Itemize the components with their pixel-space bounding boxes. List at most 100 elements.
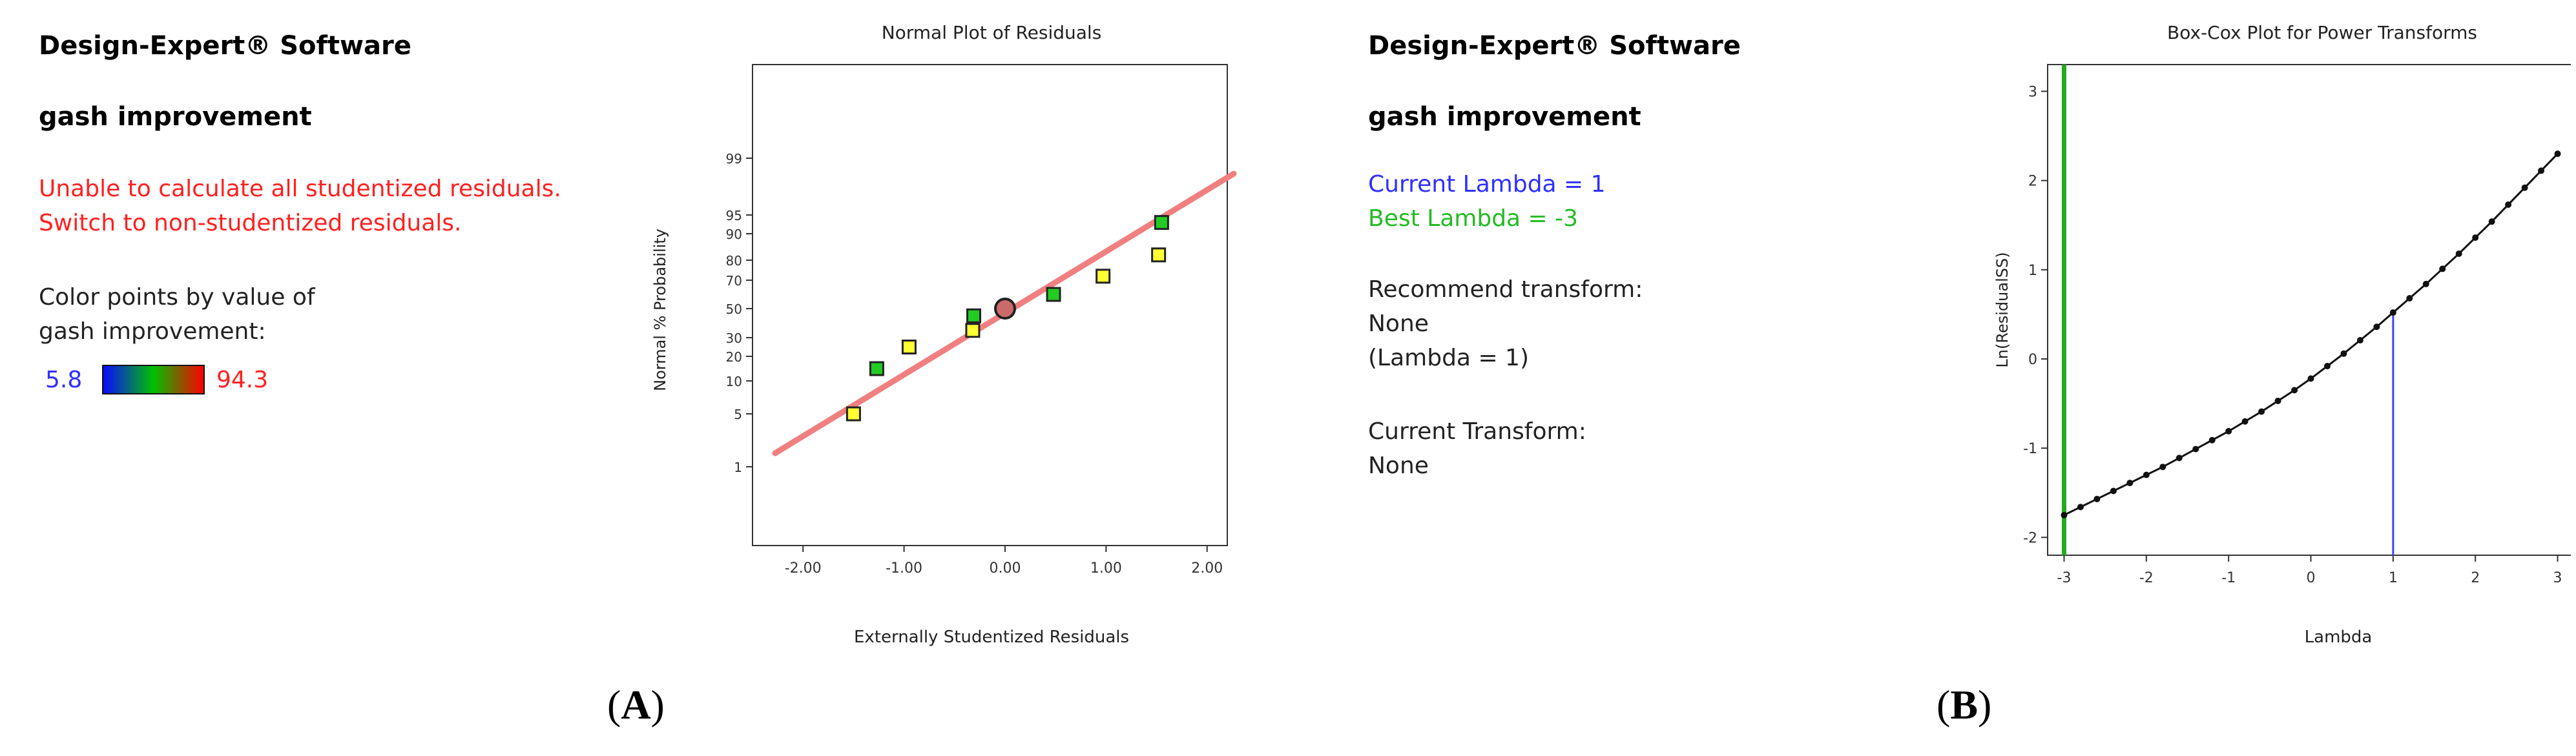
recommend-lambda: (Lambda = 1) <box>1368 345 1529 371</box>
y-tick-label: 0 <box>2028 352 2037 368</box>
boxcox-point <box>2159 464 2166 471</box>
boxcox-point <box>2455 250 2462 257</box>
boxcox-plot: Box-Cox Plot for Power Transforms -3 -2 -1… <box>1989 13 2575 652</box>
x-tick-label: 2.00 <box>1191 560 1223 577</box>
y-tick-label: -1 <box>2023 441 2037 457</box>
x-tick-label: -3 <box>2057 570 2072 586</box>
residual-point <box>966 308 981 323</box>
y-tick-label: 99 <box>726 151 742 167</box>
color-label-line-1: Color points by value of <box>39 284 315 311</box>
y-tick-label: 3 <box>2028 84 2037 100</box>
y-tick-label: 30 <box>726 331 742 346</box>
boxcox-plot-title: Box-Cox Plot for Power Transforms <box>2167 22 2477 43</box>
boxcox-point <box>2143 471 2150 478</box>
x-tick-label: 1 <box>2389 570 2398 586</box>
boxcox-plot-frame <box>2047 64 2575 556</box>
boxcox-point <box>2373 323 2380 331</box>
caption-a: (A) <box>607 682 665 728</box>
x-tick-label: -2 <box>2139 570 2154 586</box>
boxcox-point <box>2225 427 2232 434</box>
y-tick-label: 70 <box>726 273 742 289</box>
x-tick-label: -1 <box>2221 570 2236 586</box>
boxcox-point <box>2307 375 2314 382</box>
boxcox-point <box>2521 184 2528 191</box>
response-name-left: gash improvement <box>39 102 312 132</box>
boxcox-point <box>2472 234 2479 241</box>
residual-point <box>993 298 1016 320</box>
y-tick-label: 90 <box>726 227 742 242</box>
boxcox-point <box>2258 408 2265 415</box>
best-lambda-text: Best Lambda = -3 <box>1368 205 1579 232</box>
boxcox-point <box>2126 480 2134 487</box>
normal-plot-frame <box>752 64 1228 546</box>
y-tick-label: 2 <box>2028 174 2037 190</box>
recommend-value: None <box>1368 311 1429 337</box>
current-lambda-text: Current Lambda = 1 <box>1368 171 1606 198</box>
color-scale-bar <box>102 365 205 394</box>
boxcox-point <box>2488 218 2495 225</box>
boxcox-point <box>2176 455 2183 462</box>
current-transform-label: Current Transform: <box>1368 418 1586 445</box>
x-tick-label: 2 <box>2471 570 2480 586</box>
x-tick-label: 0.00 <box>989 560 1021 577</box>
boxcox-point <box>2422 280 2429 287</box>
color-scale-min: 5.8 <box>45 367 83 393</box>
boxcox-plot-svg: Box-Cox Plot for Power Transforms -3 -2 -1… <box>1993 22 2575 647</box>
y-tick-label: 20 <box>726 349 742 365</box>
recommend-label: Recommend transform: <box>1368 276 1643 303</box>
boxcox-point <box>2077 504 2084 511</box>
boxcox-point <box>2538 167 2545 174</box>
warning-line-2: Switch to non-studentized residuals. <box>39 210 462 236</box>
residual-point <box>869 361 884 376</box>
current-transform-value: None <box>1368 453 1429 479</box>
x-tick-label: 3 <box>2553 570 2562 586</box>
x-tick-label: -1.00 <box>886 560 922 577</box>
residual-point <box>846 406 861 422</box>
residual-point <box>965 323 981 338</box>
boxcox-point <box>2291 387 2298 394</box>
normal-plot-ylabel: Normal % Probability <box>651 229 669 391</box>
x-tick-label: 0 <box>2307 570 2316 586</box>
boxcox-point <box>2241 418 2249 425</box>
boxcox-plot-ylabel: Ln(ResidualSS) <box>1993 252 2011 367</box>
normal-plot: Normal Plot of Residuals -2.00 -1.00 0.00 1… <box>633 13 1240 652</box>
x-tick-label: -2.00 <box>785 560 822 577</box>
boxcox-point <box>2554 150 2561 158</box>
normal-plot-svg: Normal Plot of Residuals -2.00 -1.00 0.00 1… <box>651 22 1237 647</box>
response-name-right: gash improvement <box>1368 102 1641 132</box>
software-title-left: Design-Expert® Software <box>39 31 411 61</box>
y-tick-label: 80 <box>726 253 742 269</box>
normal-plot-title: Normal Plot of Residuals <box>882 22 1102 43</box>
y-tick-label: 1 <box>734 460 742 475</box>
boxcox-point <box>2505 201 2512 208</box>
boxcox-point <box>2274 397 2281 404</box>
boxcox-point <box>2340 350 2347 357</box>
boxcox-point <box>2061 511 2068 518</box>
boxcox-point <box>2093 495 2101 502</box>
residual-point <box>1154 215 1169 230</box>
residual-point <box>1046 287 1061 302</box>
y-tick-label: -2 <box>2023 530 2037 546</box>
boxcox-point <box>2356 336 2363 343</box>
caption-b: (B) <box>1937 682 1992 728</box>
warning-line-1: Unable to calculate all studentized resi… <box>39 176 561 202</box>
boxcox-point <box>2208 436 2216 444</box>
boxcox-point <box>2406 295 2413 302</box>
boxcox-point <box>2439 265 2446 272</box>
normal-plot-xlabel: Externally Studentized Residuals <box>854 628 1129 647</box>
y-tick-label: 10 <box>726 374 742 389</box>
color-scale-max: 94.3 <box>216 367 269 393</box>
residual-point <box>901 340 917 354</box>
y-tick-label: 50 <box>726 301 742 317</box>
x-tick-label: 1.00 <box>1090 560 1122 577</box>
boxcox-point <box>2192 445 2199 453</box>
software-title-right: Design-Expert® Software <box>1368 31 1741 61</box>
y-tick-label: 95 <box>726 208 742 223</box>
boxcox-plot-xlabel: Lambda <box>2305 628 2373 647</box>
boxcox-point <box>2389 309 2396 316</box>
boxcox-point <box>2323 363 2331 370</box>
boxcox-point <box>2110 487 2117 495</box>
residual-point <box>1096 269 1111 284</box>
residual-point <box>1151 247 1167 263</box>
color-label-line-2: gash improvement: <box>39 318 266 345</box>
